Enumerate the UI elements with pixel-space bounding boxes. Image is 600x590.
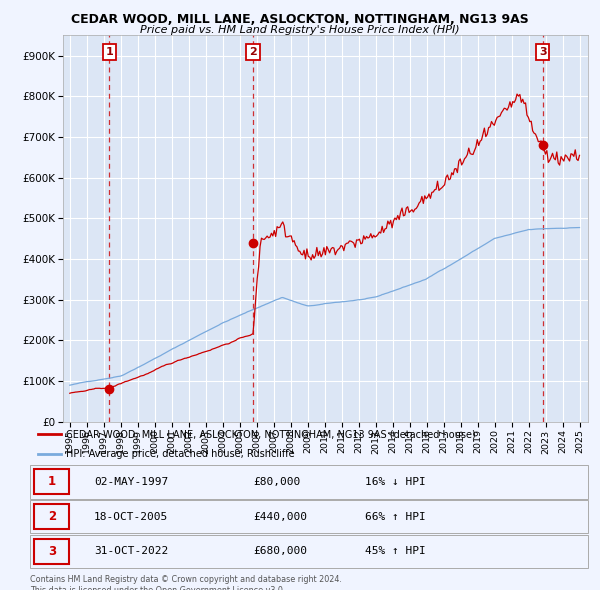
Bar — [34, 539, 69, 564]
Text: £440,000: £440,000 — [253, 512, 307, 522]
Text: 1: 1 — [106, 47, 113, 57]
Text: 66% ↑ HPI: 66% ↑ HPI — [365, 512, 425, 522]
Text: 18-OCT-2005: 18-OCT-2005 — [94, 512, 169, 522]
Text: CEDAR WOOD, MILL LANE, ASLOCKTON, NOTTINGHAM, NG13 9AS: CEDAR WOOD, MILL LANE, ASLOCKTON, NOTTIN… — [71, 13, 529, 26]
Text: Price paid vs. HM Land Registry's House Price Index (HPI): Price paid vs. HM Land Registry's House … — [140, 25, 460, 35]
Text: 1: 1 — [47, 475, 56, 489]
Text: Contains HM Land Registry data © Crown copyright and database right 2024.
This d: Contains HM Land Registry data © Crown c… — [30, 575, 342, 590]
Text: 3: 3 — [47, 545, 56, 558]
Text: 3: 3 — [539, 47, 547, 57]
Text: 2: 2 — [249, 47, 257, 57]
Text: 2: 2 — [47, 510, 56, 523]
Bar — [34, 469, 69, 494]
Text: 16% ↓ HPI: 16% ↓ HPI — [365, 477, 425, 487]
Text: £80,000: £80,000 — [253, 477, 301, 487]
Text: 45% ↑ HPI: 45% ↑ HPI — [365, 546, 425, 556]
Text: 02-MAY-1997: 02-MAY-1997 — [94, 477, 169, 487]
Text: 31-OCT-2022: 31-OCT-2022 — [94, 546, 169, 556]
Text: £680,000: £680,000 — [253, 546, 307, 556]
Bar — [34, 504, 69, 529]
Text: HPI: Average price, detached house, Rushcliffe: HPI: Average price, detached house, Rush… — [66, 448, 295, 458]
Text: CEDAR WOOD, MILL LANE, ASLOCKTON, NOTTINGHAM, NG13 9AS (detached house): CEDAR WOOD, MILL LANE, ASLOCKTON, NOTTIN… — [66, 430, 476, 440]
